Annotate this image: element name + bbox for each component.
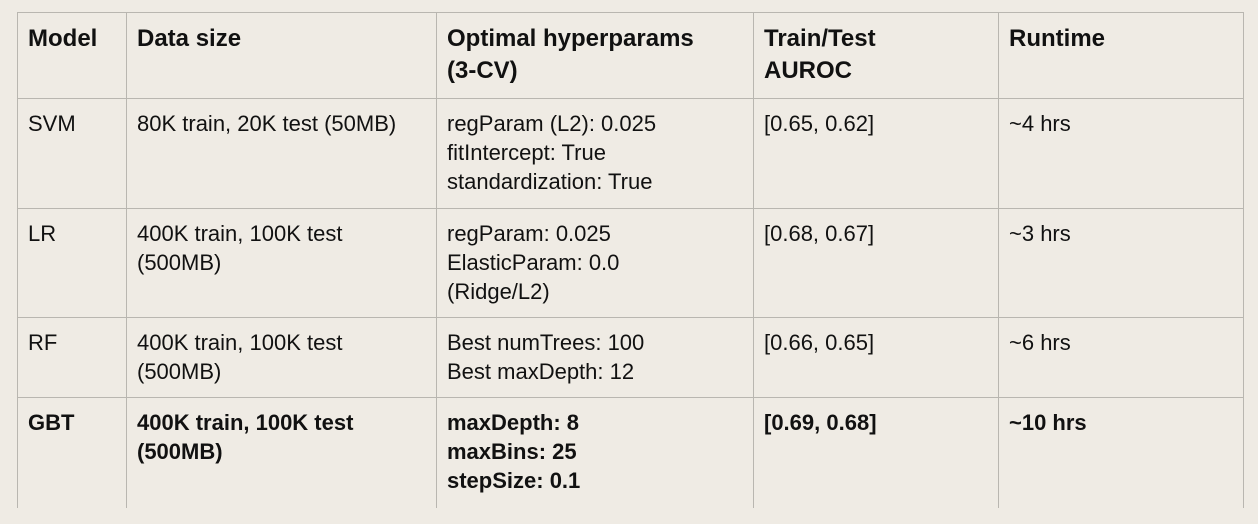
table-row-lr: LR 400K train, 100K test (500MB) regPara… — [17, 208, 1244, 318]
results-table-container: Model Data size Optimal hyperparams (3-C… — [17, 12, 1244, 508]
cell-model: GBT — [17, 397, 127, 508]
cell-runtime: ~10 hrs — [998, 397, 1244, 508]
cell-auroc: [0.65, 0.62] — [753, 98, 999, 209]
cell-data-size: 400K train, 100K test (500MB) — [126, 397, 437, 508]
cell-runtime: ~6 hrs — [998, 317, 1244, 398]
cell-model: LR — [17, 208, 127, 318]
header-model: Model — [17, 12, 127, 99]
cell-hyperparams: regParam: 0.025 ElasticParam: 0.0 (Ridge… — [436, 208, 754, 318]
header-data-size: Data size — [126, 12, 437, 99]
table-row-rf: RF 400K train, 100K test (500MB) Best nu… — [17, 317, 1244, 398]
cell-model: RF — [17, 317, 127, 398]
cell-data-size: 80K train, 20K test (50MB) — [126, 98, 437, 209]
cell-runtime: ~3 hrs — [998, 208, 1244, 318]
cell-data-size: 400K train, 100K test (500MB) — [126, 317, 437, 398]
cell-hyperparams: maxDepth: 8 maxBins: 25 stepSize: 0.1 — [436, 397, 754, 508]
header-auroc: Train/Test AUROC — [753, 12, 999, 99]
table-row-svm: SVM 80K train, 20K test (50MB) regParam … — [17, 98, 1244, 209]
cell-auroc: [0.69, 0.68] — [753, 397, 999, 508]
cell-auroc: [0.66, 0.65] — [753, 317, 999, 398]
cell-hyperparams: regParam (L2): 0.025 fitIntercept: True … — [436, 98, 754, 209]
header-runtime: Runtime — [998, 12, 1244, 99]
results-table: Model Data size Optimal hyperparams (3-C… — [17, 12, 1244, 508]
table-row-gbt: GBT 400K train, 100K test (500MB) maxDep… — [17, 397, 1244, 508]
header-hyperparams: Optimal hyperparams (3-CV) — [436, 12, 754, 99]
table-header-row: Model Data size Optimal hyperparams (3-C… — [17, 12, 1244, 99]
cell-runtime: ~4 hrs — [998, 98, 1244, 209]
cell-model: SVM — [17, 98, 127, 209]
cell-hyperparams: Best numTrees: 100 Best maxDepth: 12 — [436, 317, 754, 398]
cell-auroc: [0.68, 0.67] — [753, 208, 999, 318]
cell-data-size: 400K train, 100K test (500MB) — [126, 208, 437, 318]
